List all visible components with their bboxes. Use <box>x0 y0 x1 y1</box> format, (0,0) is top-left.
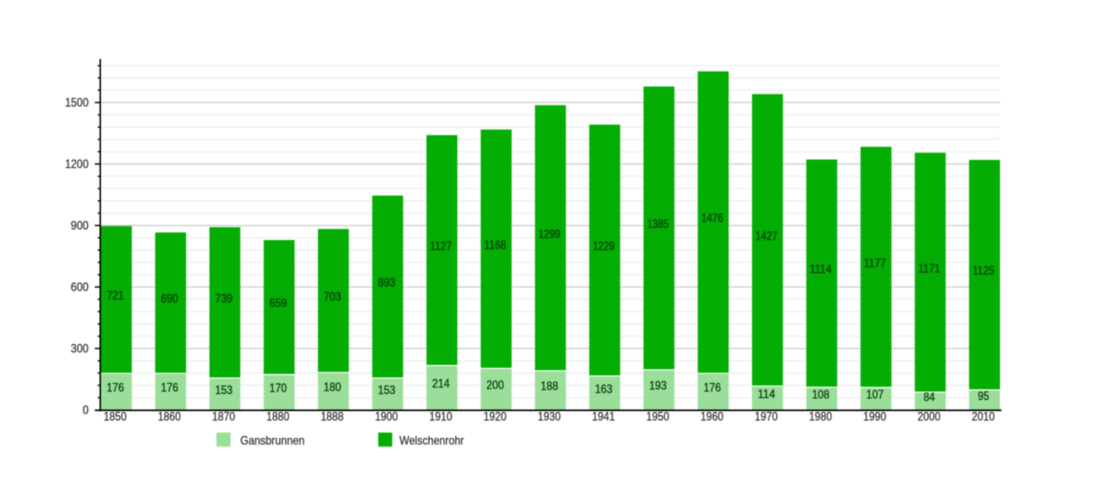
svg-text:1860: 1860 <box>158 412 181 424</box>
svg-text:114: 114 <box>758 389 776 401</box>
svg-text:1385: 1385 <box>647 219 669 231</box>
svg-text:1500: 1500 <box>65 98 89 110</box>
svg-text:176: 176 <box>107 382 125 394</box>
svg-text:84: 84 <box>924 392 936 404</box>
svg-text:1960: 1960 <box>701 412 724 424</box>
svg-text:Welschenrohr: Welschenrohr <box>399 434 464 447</box>
svg-text:1950: 1950 <box>646 412 669 424</box>
svg-text:1900: 1900 <box>375 412 398 424</box>
svg-text:1930: 1930 <box>538 412 561 424</box>
svg-text:1476: 1476 <box>701 213 723 225</box>
svg-text:300: 300 <box>71 344 89 356</box>
svg-text:659: 659 <box>269 298 287 310</box>
svg-text:1880: 1880 <box>266 412 289 424</box>
svg-text:1980: 1980 <box>809 412 832 424</box>
svg-text:690: 690 <box>161 294 179 306</box>
svg-text:188: 188 <box>541 381 559 393</box>
svg-text:1920: 1920 <box>483 412 506 424</box>
svg-text:1177: 1177 <box>864 258 886 270</box>
svg-text:1200: 1200 <box>65 159 89 171</box>
svg-text:893: 893 <box>378 278 396 290</box>
svg-text:1114: 1114 <box>810 264 833 276</box>
svg-text:193: 193 <box>649 381 667 393</box>
svg-text:176: 176 <box>703 382 721 394</box>
svg-text:95: 95 <box>978 391 989 403</box>
svg-text:1125: 1125 <box>973 266 995 278</box>
svg-text:1427: 1427 <box>755 231 777 243</box>
svg-text:739: 739 <box>215 293 233 305</box>
svg-text:703: 703 <box>324 292 342 304</box>
svg-text:180: 180 <box>324 382 342 394</box>
svg-text:176: 176 <box>161 382 179 394</box>
svg-text:Gansbrunnen: Gansbrunnen <box>240 434 305 447</box>
svg-text:1888: 1888 <box>321 412 344 424</box>
svg-text:200: 200 <box>486 380 504 392</box>
svg-text:1171: 1171 <box>918 263 940 275</box>
svg-text:153: 153 <box>215 385 233 397</box>
svg-text:108: 108 <box>812 389 830 401</box>
svg-text:900: 900 <box>71 221 89 233</box>
svg-text:1990: 1990 <box>863 412 886 424</box>
svg-text:2000: 2000 <box>918 412 941 424</box>
svg-text:1850: 1850 <box>104 412 127 424</box>
svg-text:1127: 1127 <box>430 241 452 253</box>
svg-text:1970: 1970 <box>755 412 778 424</box>
svg-text:1299: 1299 <box>538 229 560 241</box>
svg-text:163: 163 <box>595 384 613 396</box>
svg-text:107: 107 <box>866 390 884 402</box>
svg-text:1870: 1870 <box>212 412 235 424</box>
svg-text:170: 170 <box>269 383 287 395</box>
svg-text:1229: 1229 <box>593 241 615 253</box>
svg-text:1910: 1910 <box>429 412 452 424</box>
svg-text:2010: 2010 <box>972 412 995 424</box>
svg-text:1168: 1168 <box>484 240 506 252</box>
svg-text:721: 721 <box>107 291 125 303</box>
svg-text:214: 214 <box>432 379 450 391</box>
svg-text:600: 600 <box>71 282 89 294</box>
svg-text:0: 0 <box>83 405 89 417</box>
svg-text:153: 153 <box>378 385 396 397</box>
svg-text:1941: 1941 <box>592 412 615 424</box>
